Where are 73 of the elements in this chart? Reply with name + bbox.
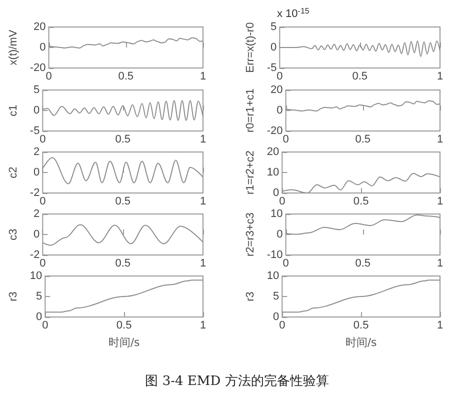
x-tick-label: 1: [200, 258, 206, 270]
x-tick-label: 1: [436, 134, 444, 146]
y-tick-label: 2: [34, 146, 40, 158]
y-axis-title: Err=x(t)-r0: [244, 22, 256, 73]
y-tick-label: 10: [266, 270, 280, 282]
line-series: [282, 280, 440, 313]
y-axis-title: r2=r3+c3: [244, 212, 256, 257]
y-tick-label: 0: [34, 166, 40, 178]
y-tick-label: 0: [273, 311, 280, 323]
line-series: [285, 100, 440, 112]
x-tick-label: 0.5: [352, 70, 368, 82]
y-tick-label: -5: [266, 62, 277, 74]
x-tick-label: 0.5: [353, 196, 369, 208]
y-tick-label: 0: [34, 228, 40, 240]
y-tick-label: 10: [270, 208, 283, 220]
y-axis-title: c2: [8, 166, 20, 178]
y-tick-label: 10: [266, 166, 280, 178]
y-tick-label: 20: [266, 146, 280, 158]
x-tick-label: 1: [436, 70, 444, 82]
y-tick-label: 20: [34, 21, 46, 33]
line-series: [279, 40, 440, 58]
y-tick-label: 0: [276, 104, 283, 116]
y-axis-title: x(t)/mV: [8, 29, 20, 66]
line-series: [44, 280, 204, 313]
x-tick-label: 1: [200, 320, 206, 332]
y-tick-label: -10: [266, 249, 283, 261]
x-tick-label: 0.5: [355, 134, 371, 146]
x-tick-label: 1: [200, 70, 206, 82]
y-tick-label: -20: [30, 62, 46, 74]
y-tick-label: 0: [34, 104, 40, 116]
x-tick-label: 1: [200, 134, 206, 146]
x-tick-label: 0.5: [118, 70, 134, 82]
line-series: [42, 224, 204, 246]
x-axis-title: 时间/s: [345, 336, 378, 349]
y-tick-label: 5: [273, 290, 280, 302]
x-tick-label: 0.5: [355, 258, 371, 270]
y-tick-label: 10: [30, 270, 42, 282]
y-tick-label: -5: [30, 125, 40, 137]
y-axis-title: r0=r1+c1: [244, 88, 256, 133]
x-tick-label: 0.5: [353, 320, 369, 332]
y-tick-label: 2: [34, 208, 40, 220]
y-tick-label: -2: [30, 187, 40, 199]
y-axis-title: c1: [8, 104, 20, 116]
caption: 图 3-4 EMD 方法的完备性验算: [144, 373, 330, 390]
y-tick-label: 20: [270, 84, 283, 96]
x-tick-label: 0.5: [116, 320, 132, 332]
line-series: [282, 172, 440, 194]
line-series: [42, 100, 204, 121]
y-axis-title: r1=r2+c2: [244, 150, 256, 195]
y-axis-title: r3: [244, 292, 256, 302]
x-axis-title: 时间/s: [108, 336, 140, 349]
x-tick-label: 0.5: [115, 196, 130, 208]
y-tick-label: 0: [40, 42, 46, 54]
y-tick-label: 0: [36, 311, 42, 323]
y-tick-label: 0: [273, 187, 280, 199]
line-series: [285, 214, 440, 235]
y-tick-label: -2: [30, 249, 40, 261]
y-tick-label: 5: [270, 21, 277, 33]
x-tick-label: 1: [436, 258, 444, 270]
x-tick-label: 0.5: [115, 258, 130, 270]
y-tick-label: 5: [34, 84, 40, 96]
y-axis-title: r3: [8, 292, 20, 302]
x-tick-label: 0.5: [115, 134, 130, 146]
y-tick-label: 5: [36, 290, 42, 302]
x-tick-label: 1: [436, 196, 444, 208]
y-tick-label: 0: [270, 42, 277, 54]
x-tick-label: 1: [436, 320, 444, 332]
y-tick-label: 0: [276, 228, 283, 240]
x-tick-label: 1: [200, 196, 206, 208]
y-axis-title: c3: [8, 228, 20, 240]
y-tick-label: -20: [266, 125, 283, 137]
line-series: [42, 157, 204, 184]
line-series: [48, 37, 204, 49]
